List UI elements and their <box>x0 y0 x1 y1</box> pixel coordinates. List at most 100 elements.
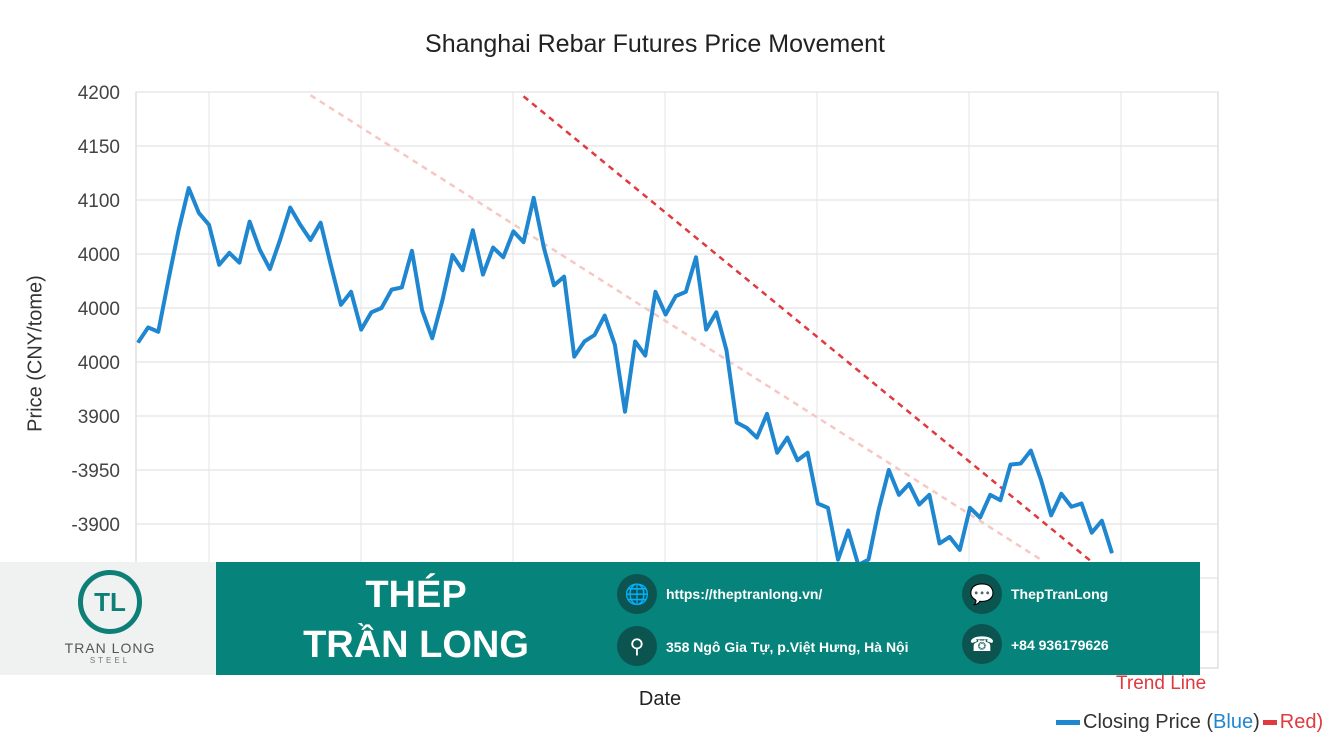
legend-text: Closing Price ( <box>1083 711 1214 733</box>
data-point <box>259 249 261 251</box>
data-point <box>999 499 1001 501</box>
y-tick-label: -3950 <box>71 461 120 482</box>
data-point <box>1020 463 1022 465</box>
data-point <box>665 313 667 315</box>
data-point <box>188 187 190 189</box>
data-point <box>462 269 464 271</box>
data-point <box>208 224 210 226</box>
trend-line-label: Trend Line <box>1116 673 1207 694</box>
legend: Closing Price (Blue) Red) <box>1056 711 1323 734</box>
data-point <box>928 494 930 496</box>
y-axis-label: Price (CNY/tome) <box>24 275 47 432</box>
data-point <box>1101 520 1103 522</box>
data-point <box>512 230 514 232</box>
website-link[interactable]: https://theptranlong.vn/ <box>666 586 823 602</box>
data-point <box>847 529 849 531</box>
data-point <box>482 274 484 276</box>
data-point <box>1050 514 1052 516</box>
data-point <box>827 507 829 509</box>
data-point <box>624 411 626 413</box>
data-point <box>1030 450 1032 452</box>
data-point <box>523 241 525 243</box>
data-point <box>370 311 372 313</box>
data-point <box>147 326 149 328</box>
chat-icon: 💬 <box>962 574 1002 614</box>
legend-red: Red) <box>1279 711 1324 733</box>
social-handle[interactable]: ThepTranLong <box>1011 586 1109 602</box>
data-point <box>604 315 606 317</box>
data-point <box>725 349 727 351</box>
data-point <box>695 256 697 258</box>
data-point <box>401 286 403 288</box>
data-point <box>330 264 332 266</box>
brand-line-2: TRẦN LONG <box>303 624 529 666</box>
data-point <box>583 340 585 342</box>
data-point <box>228 252 230 254</box>
data-point <box>249 221 251 223</box>
data-point <box>614 344 616 346</box>
data-point <box>137 342 139 344</box>
data-point <box>746 427 748 429</box>
legend-blue: Blue <box>1213 711 1254 733</box>
data-point <box>157 331 159 333</box>
data-point <box>989 494 991 496</box>
data-point <box>238 262 240 264</box>
company-banner: THÉP TRẦN LONG 🌐 https://theptranlong.vn… <box>216 562 1200 675</box>
data-point <box>1070 506 1072 508</box>
data-point <box>786 437 788 439</box>
data-point <box>776 452 778 454</box>
data-point <box>796 459 798 461</box>
data-point <box>908 483 910 485</box>
data-point <box>543 247 545 249</box>
data-point <box>766 413 768 415</box>
data-point <box>411 250 413 252</box>
y-tick-label: 4000 <box>78 245 120 266</box>
trend-line <box>522 95 1093 563</box>
data-point <box>898 494 900 496</box>
data-point <box>178 229 180 231</box>
data-point <box>1040 479 1042 481</box>
legend-swatch-red <box>1262 720 1277 725</box>
data-point <box>299 224 301 226</box>
data-point <box>939 542 941 544</box>
y-tick-label: 4000 <box>78 299 120 320</box>
data-point <box>594 334 596 336</box>
data-point <box>340 304 342 306</box>
y-tick-label: 4100 <box>78 191 120 212</box>
data-point <box>492 247 494 249</box>
location-pin-icon: ⚲ <box>617 626 657 666</box>
data-point <box>563 276 565 278</box>
legend-close: ) <box>1253 711 1260 733</box>
data-point <box>472 229 474 231</box>
data-point <box>553 284 555 286</box>
data-point <box>1081 502 1083 504</box>
data-point <box>360 329 362 331</box>
tran-long-logo: TL <box>78 570 142 634</box>
phone-icon: ☎ <box>962 624 1002 664</box>
data-point <box>807 452 809 454</box>
logo-text: TRAN LONG <box>64 640 156 656</box>
address-text: 358 Ngô Gia Tự, p.Việt Hưng, Hà Nội <box>666 639 909 655</box>
data-point <box>167 279 169 281</box>
data-point <box>736 421 738 423</box>
phone-number[interactable]: +84 936179626 <box>1011 637 1109 653</box>
data-point <box>269 268 271 270</box>
data-point <box>350 291 352 293</box>
data-point <box>949 536 951 538</box>
data-point <box>309 239 311 241</box>
legend-swatch-blue <box>1056 720 1080 725</box>
data-point <box>675 295 677 297</box>
chart-title: Shanghai Rebar Futures Price Movement <box>425 30 885 58</box>
data-point <box>1111 552 1113 554</box>
data-point <box>959 549 961 551</box>
closing-price-line <box>136 186 1114 568</box>
data-point <box>756 437 758 439</box>
x-axis-label: Date <box>638 688 682 710</box>
trend-line <box>309 94 1042 561</box>
data-point <box>320 222 322 224</box>
y-tick-label: 4000 <box>78 353 120 374</box>
brand-line-1: THÉP <box>365 574 467 616</box>
data-point <box>198 212 200 214</box>
data-point <box>381 307 382 309</box>
logo-subtext: STEEL <box>89 656 131 665</box>
